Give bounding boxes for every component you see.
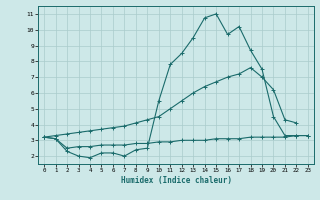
X-axis label: Humidex (Indice chaleur): Humidex (Indice chaleur) <box>121 176 231 185</box>
